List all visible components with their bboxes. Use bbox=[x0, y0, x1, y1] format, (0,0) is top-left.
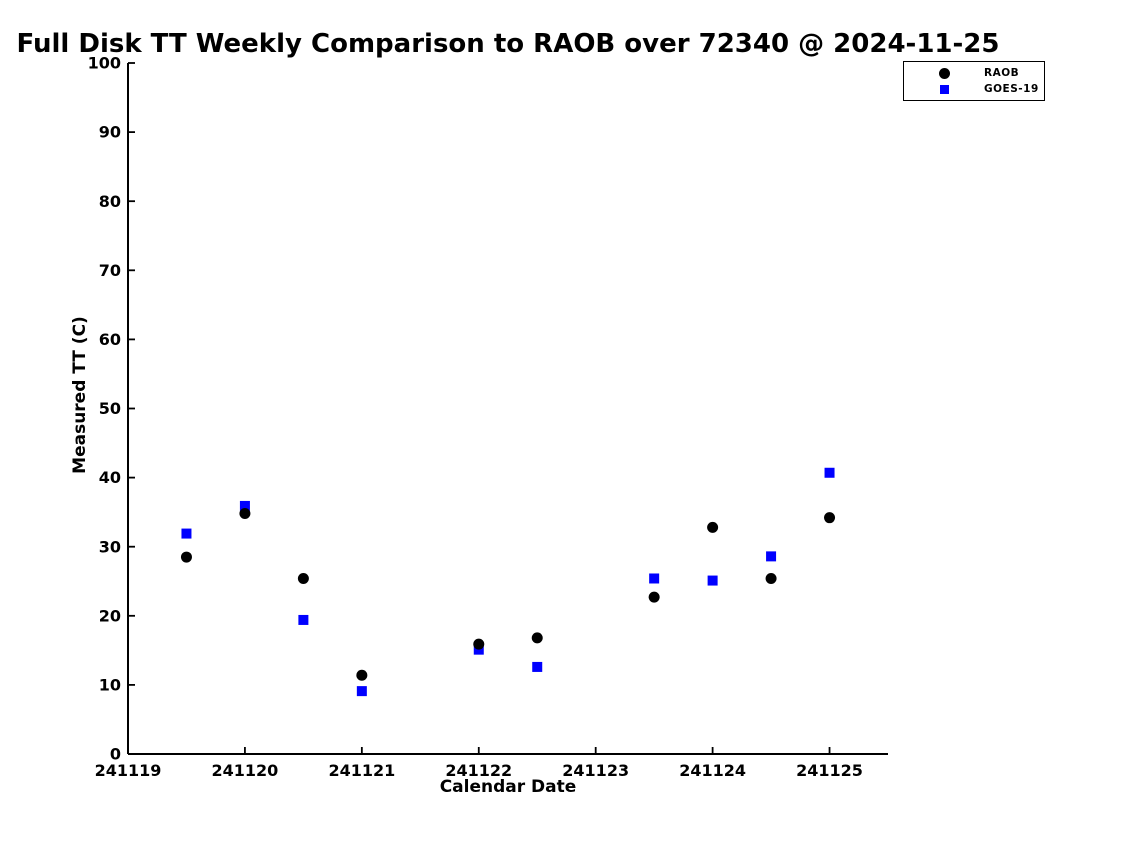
y-tick-label: 30 bbox=[99, 537, 121, 556]
goes-19-point bbox=[824, 467, 835, 478]
y-tick-label: 100 bbox=[88, 54, 121, 73]
legend-marker-zone bbox=[904, 67, 984, 79]
goes-19-point bbox=[473, 644, 484, 655]
raob-point bbox=[531, 632, 543, 644]
raob-point bbox=[765, 572, 777, 584]
y-tick-label: 60 bbox=[99, 330, 121, 349]
x-tick-label: 241120 bbox=[212, 761, 279, 780]
raob-point bbox=[707, 521, 719, 533]
goes-19-point bbox=[239, 500, 250, 511]
y-tick-label: 40 bbox=[99, 468, 121, 487]
legend-label-raob: RAOB bbox=[984, 67, 1020, 79]
raob-point bbox=[473, 638, 485, 650]
y-tick-label: 20 bbox=[99, 606, 121, 625]
legend-item-goes-19: GOES-19 bbox=[904, 81, 1044, 97]
goes-19-point bbox=[298, 614, 309, 625]
goes-19-point bbox=[766, 551, 777, 562]
y-tick-label: 10 bbox=[99, 676, 121, 695]
legend-label-goes-19: GOES-19 bbox=[984, 83, 1039, 95]
y-tick-label: 70 bbox=[99, 261, 121, 280]
raob-point bbox=[239, 508, 251, 520]
goes-19-square-marker-icon bbox=[939, 84, 949, 94]
goes-19-point bbox=[532, 661, 543, 672]
goes-19-point bbox=[649, 573, 660, 584]
raob-point bbox=[648, 591, 660, 603]
legend-marker-zone bbox=[904, 84, 984, 94]
goes-19-point bbox=[356, 686, 367, 697]
x-tick-label: 241123 bbox=[562, 761, 629, 780]
raob-point bbox=[180, 551, 192, 563]
chart-title: Full Disk TT Weekly Comparison to RAOB o… bbox=[16, 29, 1000, 59]
raob-circle-marker-icon bbox=[938, 67, 950, 79]
x-tick-label: 241125 bbox=[796, 761, 863, 780]
y-axis-label: Measured TT (C) bbox=[70, 316, 90, 474]
x-tick-label: 241122 bbox=[445, 761, 512, 780]
legend: RAOB GOES-19 bbox=[903, 61, 1045, 101]
goes-19-point bbox=[707, 575, 718, 586]
x-tick-label: 241124 bbox=[679, 761, 746, 780]
y-tick-label: 50 bbox=[99, 399, 121, 418]
x-tick-label: 241119 bbox=[95, 761, 162, 780]
y-tick-label: 80 bbox=[99, 192, 121, 211]
x-tick-label: 241121 bbox=[328, 761, 395, 780]
raob-point bbox=[297, 572, 309, 584]
y-tick-label: 0 bbox=[110, 745, 121, 764]
raob-point bbox=[824, 512, 836, 524]
legend-item-raob: RAOB bbox=[904, 65, 1044, 81]
goes-19-point bbox=[181, 528, 192, 539]
x-axis-label: Calendar Date bbox=[439, 777, 577, 797]
raob-point bbox=[356, 669, 368, 681]
y-tick-label: 90 bbox=[99, 123, 121, 142]
